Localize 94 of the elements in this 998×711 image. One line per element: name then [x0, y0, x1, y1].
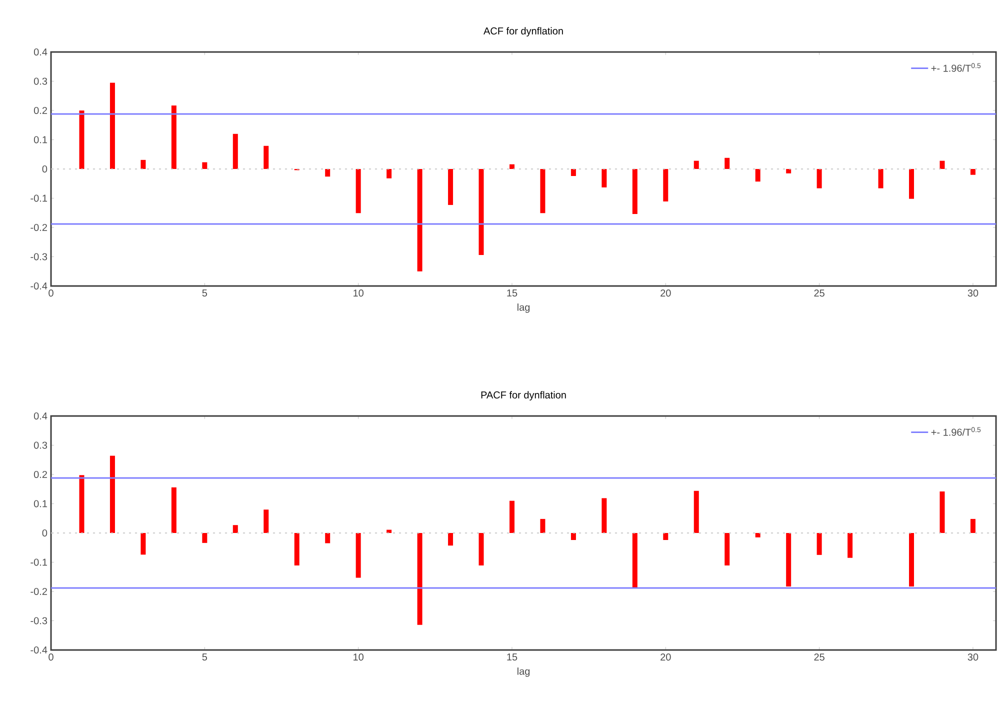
bar — [110, 82, 115, 169]
x-tick-label: 15 — [507, 290, 518, 296]
bar — [570, 532, 576, 540]
bar — [663, 168, 668, 202]
y-tick-label: -0.4 — [30, 646, 48, 654]
bar — [140, 532, 146, 555]
y-tick-label: -0.3 — [30, 253, 48, 260]
bar — [602, 498, 607, 533]
y-tick-label: -0.2 — [30, 224, 47, 232]
bar — [478, 168, 484, 255]
bar — [386, 168, 392, 178]
bar — [478, 532, 484, 566]
bar — [940, 160, 945, 169]
x-tick-label: 20 — [660, 654, 671, 661]
x-tick-label: 0 — [48, 290, 54, 297]
bar — [509, 500, 514, 533]
bar — [264, 146, 269, 169]
bar — [755, 532, 760, 538]
bar — [940, 491, 945, 533]
y-tick-label: 0 — [42, 529, 48, 537]
y-tick-label: 0.3 — [34, 442, 48, 449]
bar — [694, 160, 699, 169]
x-tick-label: 15 — [507, 654, 518, 660]
bar — [848, 532, 853, 558]
bar — [786, 168, 792, 174]
legend-label: +- 1.96/T$^{0.5}$ — [931, 63, 981, 72]
bar — [110, 456, 115, 533]
legend-label: +- 1.96/T$^{0.5}$ — [931, 427, 981, 436]
y-tick-label: -0.1 — [30, 558, 47, 566]
y-tick-label: 0.2 — [34, 470, 47, 478]
x-tick-label: 20 — [660, 290, 671, 297]
chart-title: PACF for dynflation — [481, 391, 566, 400]
x-tick-label: 30 — [968, 290, 978, 297]
bar — [232, 525, 238, 533]
bar — [294, 532, 300, 566]
bar — [602, 168, 607, 188]
y-tick-label: 0.1 — [34, 136, 47, 144]
bar — [970, 518, 976, 533]
bar — [786, 532, 792, 587]
bar — [325, 532, 330, 544]
bar — [448, 532, 454, 546]
bar — [202, 532, 208, 543]
y-tick-label: -0.3 — [30, 617, 48, 624]
x-tick-label: 25 — [814, 290, 824, 297]
bar — [79, 475, 84, 533]
x-tick-label: 5 — [202, 290, 208, 296]
y-tick-label: 0.1 — [34, 500, 47, 508]
bar — [325, 168, 330, 177]
bar — [417, 532, 422, 625]
bar — [663, 532, 668, 540]
bar — [570, 168, 576, 176]
x-tick-label: 0 — [48, 654, 54, 661]
bar — [970, 168, 976, 175]
x-axis-title: lag — [518, 303, 530, 313]
bar — [816, 168, 822, 188]
x-tick-label: 10 — [354, 654, 364, 661]
y-tick-label: 0.4 — [34, 48, 48, 56]
x-tick-label: 10 — [354, 290, 364, 297]
bar — [356, 532, 361, 578]
y-tick-label: -0.4 — [30, 282, 48, 290]
bar — [724, 158, 730, 169]
bar — [909, 532, 914, 587]
bar — [264, 510, 269, 533]
y-tick-label: -0.1 — [30, 194, 47, 202]
bar — [448, 168, 454, 205]
bar — [694, 490, 699, 533]
bar — [140, 160, 146, 169]
bar — [816, 532, 822, 555]
bar — [417, 168, 422, 272]
bar — [632, 168, 638, 214]
chart-title: ACF for dynflation — [484, 27, 563, 36]
bar — [755, 168, 760, 182]
bar — [509, 164, 514, 169]
bar — [540, 168, 546, 214]
bar — [540, 518, 546, 533]
bar — [724, 532, 730, 566]
bar — [171, 106, 176, 169]
bar — [232, 134, 238, 169]
y-tick-label: 0.3 — [34, 78, 48, 85]
bar — [202, 162, 208, 169]
x-axis-title: lag — [518, 667, 530, 677]
bar — [356, 168, 361, 214]
y-tick-label: 0 — [42, 165, 48, 173]
y-tick-label: 0.4 — [34, 412, 48, 420]
y-tick-label: 0.2 — [34, 106, 47, 114]
bar — [909, 168, 914, 199]
bar — [878, 168, 884, 188]
bar — [79, 110, 84, 169]
bar — [171, 487, 176, 533]
y-tick-label: -0.2 — [30, 588, 47, 596]
x-tick-label: 25 — [814, 654, 824, 661]
x-tick-label: 5 — [202, 654, 208, 660]
x-tick-label: 30 — [968, 654, 978, 661]
bar — [632, 532, 638, 589]
